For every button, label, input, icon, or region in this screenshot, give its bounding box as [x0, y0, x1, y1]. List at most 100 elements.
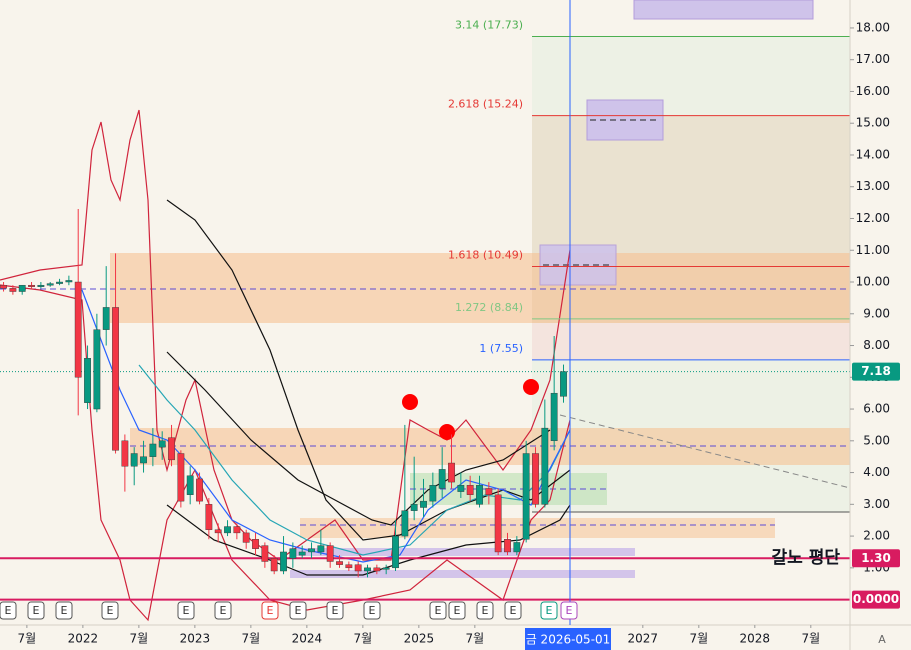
candle-body [102, 307, 110, 330]
earnings-badge [560, 601, 578, 620]
candle-body [196, 478, 203, 502]
box [290, 570, 635, 578]
x-tick-label: 2028 [740, 632, 771, 646]
earnings-label: E [33, 604, 40, 617]
y-tick-label: 2.00 [863, 529, 890, 543]
candle-body [550, 392, 558, 442]
candle-body [65, 280, 73, 283]
earnings-badge [27, 601, 45, 620]
candle-body [494, 494, 502, 553]
x-tick-label: 2022 [68, 632, 99, 646]
earnings-label: E [183, 604, 190, 617]
price-badge-label: 0.0000 [853, 592, 899, 606]
y-tick-label: 10.00 [856, 275, 890, 289]
earnings-badge [177, 601, 195, 620]
candle-body [438, 469, 446, 489]
earnings-badge [289, 601, 307, 620]
candle-body [37, 284, 45, 287]
earnings-label: E [220, 604, 227, 617]
box [633, 0, 814, 20]
auto-scale[interactable]: A [878, 633, 886, 646]
candle-body [46, 283, 54, 286]
signal-dot [439, 424, 455, 440]
x-tick-label: 7월 [801, 632, 820, 646]
candle-body [0, 284, 7, 289]
earnings-label: E [510, 604, 517, 617]
x-tick-label: 7월 [689, 632, 708, 646]
candle-body [504, 539, 511, 553]
x-tick-label: 7월 [242, 632, 261, 646]
dashed-lines [0, 119, 851, 526]
candle-body [317, 545, 325, 553]
candle-body [373, 567, 381, 572]
y-tick-label: 15.00 [856, 116, 890, 130]
candle-body [448, 462, 455, 483]
candle-body [429, 485, 437, 502]
earnings-badge [101, 601, 119, 620]
candle-body [541, 427, 549, 505]
candle-body [466, 485, 474, 495]
candle-body [28, 284, 35, 287]
earnings-label: E [107, 604, 114, 617]
candle-body [298, 551, 306, 556]
y-tick-label: 6.00 [863, 402, 890, 416]
candle-body [485, 488, 493, 495]
candle-body [289, 548, 297, 559]
candle-body [261, 545, 269, 562]
candle-body [149, 443, 157, 457]
candle-body [224, 526, 231, 534]
earnings-badge [55, 601, 73, 620]
earnings-badge [214, 601, 232, 620]
earnings-badge [363, 601, 381, 620]
y-tick-label: 14.00 [856, 147, 890, 161]
candle-body [345, 564, 353, 569]
candle-body [513, 542, 521, 553]
zone [532, 323, 850, 360]
x-tick-label: 2024 [292, 632, 323, 646]
box [290, 548, 635, 556]
candle-body [410, 504, 418, 511]
moving-average [81, 289, 571, 563]
candle-body [457, 485, 465, 492]
price-badge [852, 549, 900, 568]
candle-body [121, 440, 129, 467]
candle-body [280, 551, 287, 572]
y-tick-label: 16.00 [856, 84, 890, 98]
resistance-zone [110, 253, 850, 323]
candle-body [177, 453, 185, 502]
earnings-label: E [295, 604, 302, 617]
earnings-label: E [435, 604, 442, 617]
candle-body [354, 564, 362, 572]
candle-body [336, 561, 343, 565]
price-badge [852, 590, 900, 609]
candle-body [532, 453, 539, 505]
candle-body [214, 529, 222, 534]
candle-body [186, 475, 194, 495]
signal-dot [523, 379, 539, 395]
candle-body [233, 526, 241, 534]
earnings-label: E [566, 604, 573, 617]
candle-body [158, 440, 166, 448]
candle-body [382, 567, 390, 570]
fib-label: 2.618 (15.24) [448, 98, 523, 111]
crosshair-label: 금 2026-05-01 [526, 633, 611, 647]
earnings-label: E [546, 604, 553, 617]
candle-body [560, 371, 567, 397]
x-tick-label: 7월 [130, 632, 149, 646]
y-tick-label: 3.00 [863, 497, 890, 511]
earnings-badge [326, 601, 344, 620]
candle-body [270, 558, 278, 572]
annotation: 갈노 평단 [772, 548, 841, 568]
earnings-badge [0, 601, 17, 620]
candle-body [56, 281, 63, 284]
earnings-badge [476, 601, 494, 620]
y-tick-label: 8.00 [863, 338, 890, 352]
price-badge-label: 7.18 [861, 364, 891, 378]
candle-body [74, 281, 82, 378]
earnings-label: E [5, 604, 12, 617]
price-badge [852, 362, 900, 381]
fib-label: 1.272 (8.84) [455, 301, 523, 314]
candle-body [112, 307, 119, 451]
earnings-label: E [332, 604, 339, 617]
x-tick-label: 2023 [180, 632, 211, 646]
